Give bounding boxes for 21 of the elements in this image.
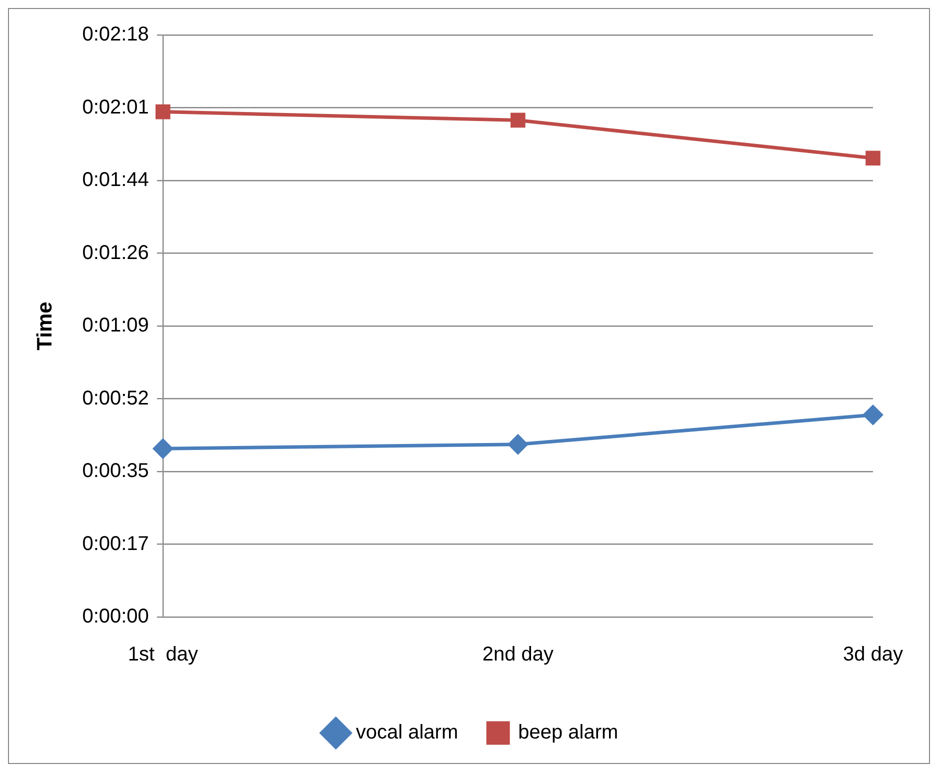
- y-tick-label: 0:02:18: [82, 24, 149, 46]
- x-tick-label: 1st day: [128, 644, 198, 666]
- y-tick-label: 0:01:26: [82, 242, 149, 264]
- y-tick-label: 0:02:01: [82, 96, 149, 118]
- y-tick-label: 0:00:52: [82, 387, 149, 410]
- y-axis-title: Time: [33, 302, 56, 350]
- point: [863, 405, 883, 425]
- y-tick-label: 0:01:09: [82, 314, 149, 337]
- point: [156, 104, 170, 120]
- legend-label: vocal alarm: [356, 722, 458, 744]
- x-tick-label: 2nd day: [482, 644, 554, 666]
- y-tick-label: 0:01:44: [82, 169, 149, 192]
- point: [510, 112, 526, 128]
- legend-label: beep alarm: [518, 722, 618, 744]
- point: [866, 150, 880, 166]
- point: [153, 438, 173, 458]
- y-tick-label: 0:00:00: [82, 606, 149, 628]
- y-tick-label: 0:00:17: [82, 532, 149, 555]
- x-tick-label: 3d day: [842, 644, 904, 666]
- y-tick-label: 0:00:35: [82, 460, 149, 482]
- point: [508, 434, 528, 454]
